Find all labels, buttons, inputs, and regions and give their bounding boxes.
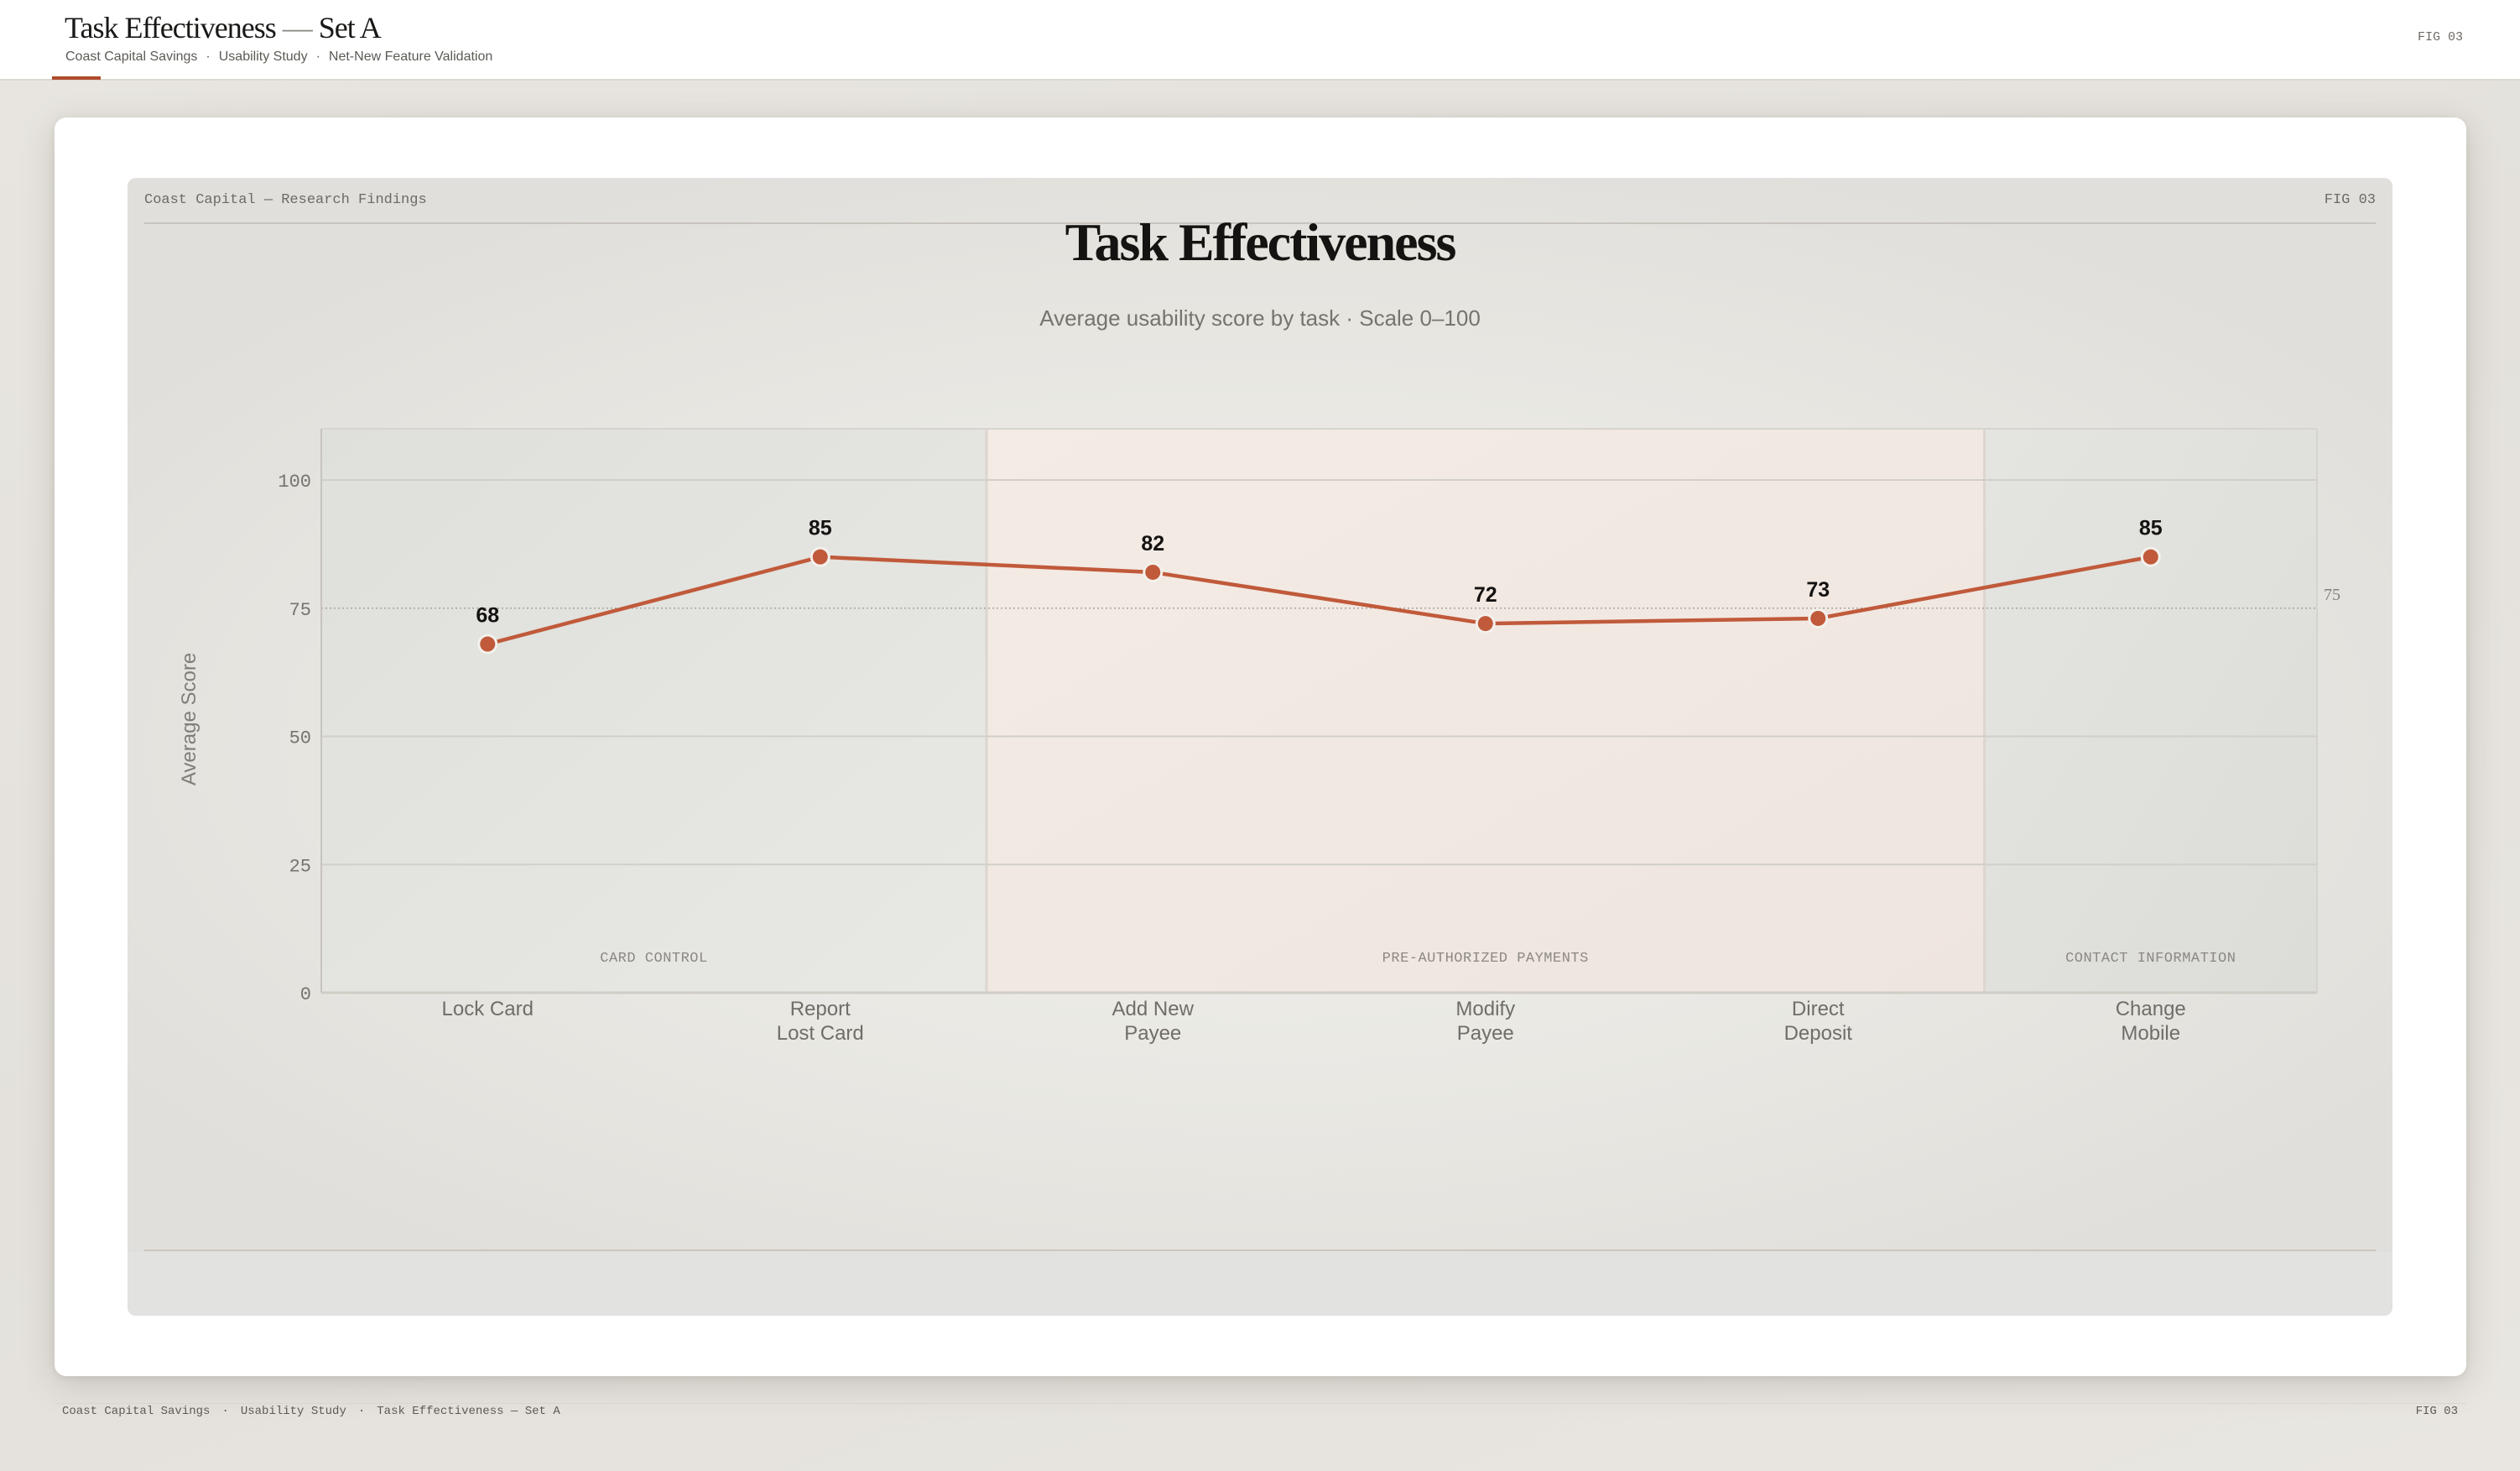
x-tick-label: Lost Card xyxy=(777,1022,864,1045)
footer-breadcrumb: Coast Capital Savings · Usability Study · Ta… xyxy=(62,1405,560,1418)
group-label: CARD CONTROL xyxy=(600,951,707,967)
x-tick-label: Change xyxy=(2116,998,2186,1020)
group-band xyxy=(1984,429,2317,993)
y-tick-label: 100 xyxy=(278,472,311,493)
page-title-main: Task Effectiveness xyxy=(65,11,277,44)
grid-lines: 75 xyxy=(321,479,2340,866)
group-label: CONTACT INFORMATION xyxy=(2065,951,2236,967)
breadcrumb-item[interactable]: Net-New Feature Validation xyxy=(328,50,493,64)
panel-figure-label: FIG 03 xyxy=(2324,192,2376,208)
top-bar: Task Effectiveness — Set A Coast Capital… xyxy=(0,0,2520,81)
group-label: PRE-AUTHORIZED PAYMENTS xyxy=(1382,951,1589,967)
data-point xyxy=(1810,610,1826,626)
reference-line-label: 75 xyxy=(2324,586,2340,604)
footer-item: Task Effectiveness — Set A xyxy=(377,1405,560,1418)
x-tick-label: Mobile xyxy=(2121,1022,2180,1045)
series-line xyxy=(487,555,2152,646)
active-tab-indicator xyxy=(52,76,101,80)
footer-divider xyxy=(54,1403,2466,1404)
data-point xyxy=(1477,616,1493,632)
group-band xyxy=(321,429,987,993)
page-title: Task Effectiveness — Set A xyxy=(65,10,382,45)
x-tick-label: Lock Card xyxy=(442,998,534,1020)
footer-figure-label: FIG 03 xyxy=(2415,1405,2458,1418)
data-label: 85 xyxy=(809,517,832,540)
y-tick-label: 75 xyxy=(289,600,311,621)
y-axis-label: Average Score xyxy=(178,653,200,785)
page-title-suffix: Set A xyxy=(318,11,382,44)
chart-title: Task Effectiveness xyxy=(1065,212,1457,272)
x-tick-label: Modify xyxy=(1455,998,1515,1020)
panel-divider-bottom xyxy=(144,1249,2376,1251)
footer-item: Usability Study xyxy=(240,1405,346,1418)
panel-bottom-strip xyxy=(128,1252,2392,1316)
breadcrumb-separator: · xyxy=(315,50,320,64)
data-label: 73 xyxy=(1806,578,1830,602)
data-label: 72 xyxy=(1474,583,1497,607)
group-band xyxy=(987,429,1985,993)
chart-subtitle: Average usability score by task · Scale … xyxy=(1039,305,1481,331)
figure-card: Coast Capital — Research Findings FIG 03… xyxy=(55,117,2466,1376)
y-tick-label: 50 xyxy=(289,728,311,749)
page-title-dash: — xyxy=(282,11,313,44)
x-tick-label: Add New xyxy=(1112,998,1195,1020)
footer-item: Coast Capital Savings xyxy=(62,1405,211,1418)
line-chart: CARD CONTROL PRE-AUTHORIZED PAYMENTS CONTA… xyxy=(178,428,2340,1045)
data-label: 85 xyxy=(2139,517,2163,540)
y-axis: 0 25 50 75 100 Average Score xyxy=(178,429,322,1005)
footer-separator: · xyxy=(357,1405,366,1418)
category-group-bands: CARD CONTROL PRE-AUTHORIZED PAYMENTS CONTA… xyxy=(321,428,2318,993)
figure-label: FIG 03 xyxy=(2417,30,2463,44)
chart-panel: Coast Capital — Research Findings FIG 03… xyxy=(128,178,2392,1316)
data-point xyxy=(480,636,496,652)
y-tick-label: 25 xyxy=(289,856,311,877)
x-tick-label: Direct xyxy=(1792,998,1845,1020)
panel-divider-top xyxy=(144,222,2376,224)
panel-source-label: Coast Capital — Research Findings xyxy=(144,192,427,208)
data-point xyxy=(2143,549,2158,565)
x-tick-label: Report xyxy=(790,998,851,1020)
data-point xyxy=(1145,564,1161,580)
breadcrumb: Coast Capital Savings · Usability Study · Ne… xyxy=(65,50,492,65)
breadcrumb-separator: · xyxy=(206,50,211,64)
breadcrumb-item[interactable]: Usability Study xyxy=(218,50,308,64)
data-point xyxy=(812,549,828,565)
x-tick-label: Payee xyxy=(1457,1022,1514,1045)
y-tick-label: 0 xyxy=(300,984,311,1005)
x-tick-label: Deposit xyxy=(1784,1022,1853,1045)
data-series: 68 85 82 72 73 85 xyxy=(476,517,2163,655)
data-label: 68 xyxy=(476,604,499,628)
breadcrumb-item[interactable]: Coast Capital Savings xyxy=(65,50,198,64)
data-label: 82 xyxy=(1141,532,1164,556)
footer-separator: · xyxy=(221,1405,229,1418)
x-tick-label: Payee xyxy=(1124,1022,1181,1045)
